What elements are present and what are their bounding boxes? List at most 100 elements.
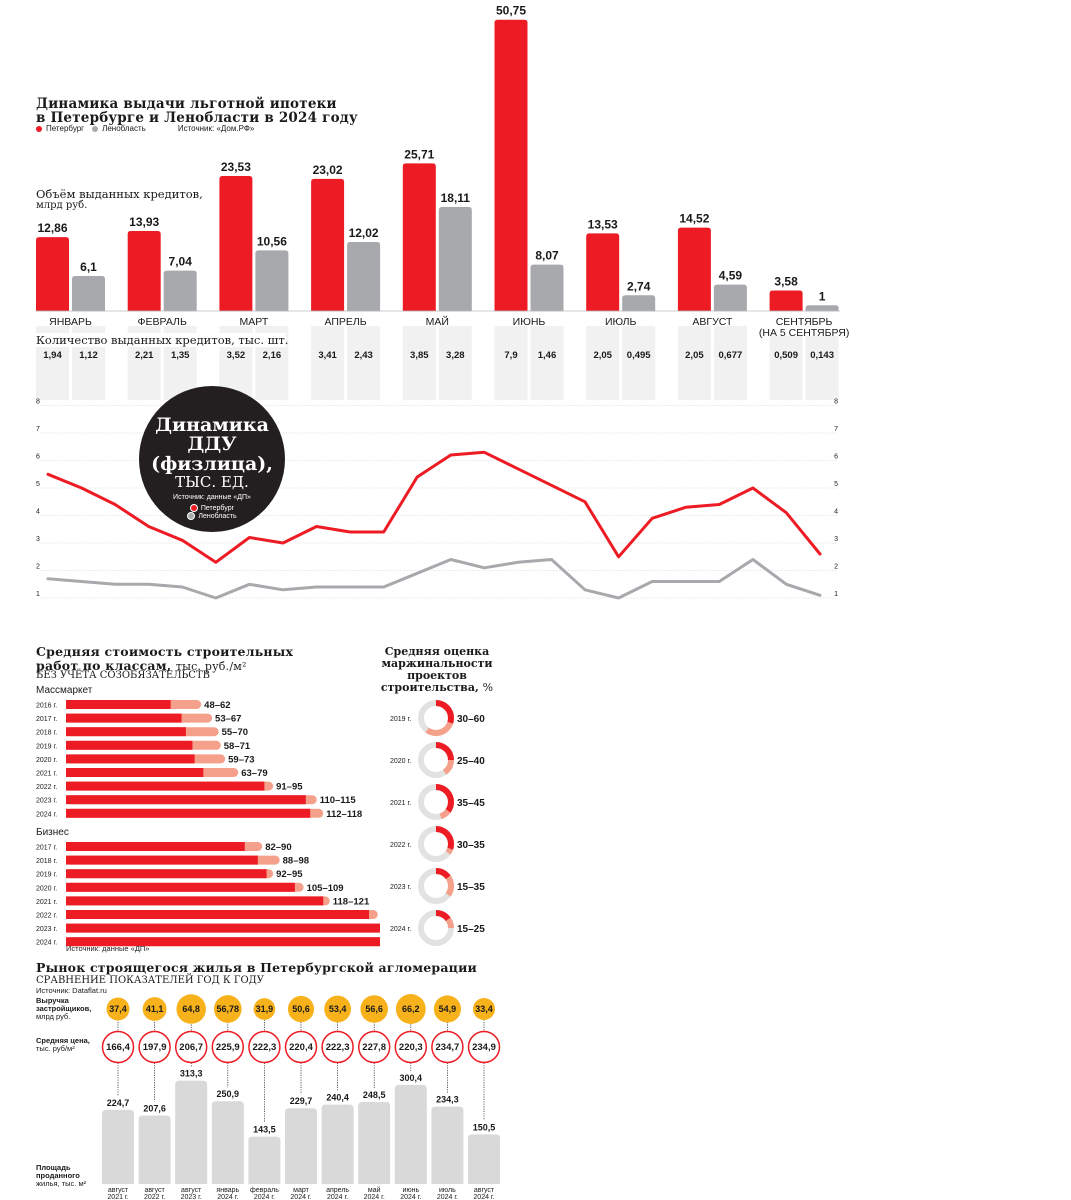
- category-label: (НА 5 СЕНТЯБРЯ): [759, 327, 849, 339]
- count-lo: 0,495: [627, 350, 651, 361]
- revenue-value: 37,4: [109, 1004, 127, 1014]
- period-year: 2024 г.: [217, 1194, 238, 1200]
- cost-bar-min: [66, 768, 204, 777]
- margin-ring-min: [418, 868, 454, 904]
- bar-spb: [769, 290, 803, 311]
- revenue-value: 33,4: [475, 1004, 493, 1014]
- period-month: март: [293, 1187, 309, 1194]
- revenue-circle: [395, 994, 426, 1024]
- price-label: тыс. руб/м²: [36, 1044, 75, 1053]
- cost-bar-min: [66, 923, 380, 933]
- ddu-ytick-left: 5: [36, 481, 40, 488]
- bar-spb: [127, 231, 161, 311]
- bar-lo: [438, 207, 472, 311]
- price-circle: [394, 1030, 428, 1064]
- price-circle: [211, 1030, 245, 1064]
- cost-year-label: 2024 г.: [36, 940, 57, 947]
- revenue-label: млрд руб.: [36, 1012, 70, 1021]
- bar-spb: [402, 163, 436, 311]
- margin-ring-min: [418, 700, 454, 736]
- bar-spb: [36, 237, 69, 311]
- cost-bar-min: [66, 855, 258, 865]
- margin-year-label: 2020 г.: [390, 758, 411, 765]
- period-month: август: [474, 1187, 495, 1194]
- area-bar: [102, 1109, 134, 1184]
- bar-spb-label: 12,86: [37, 221, 67, 235]
- margin-ring-min: [418, 910, 454, 946]
- period-month: август: [108, 1187, 129, 1194]
- legend-lo-dot: [92, 125, 99, 132]
- cost-value-label: 92–95: [276, 869, 303, 880]
- count-spb: 2,05: [593, 350, 612, 361]
- margin-value-label: 35–45: [457, 798, 485, 809]
- cost-year-label: 2019 г.: [36, 872, 57, 879]
- count-lo: 2,16: [263, 350, 282, 361]
- volume-label-line1: Объём выданных кредитов,: [36, 187, 203, 201]
- category-bg: [217, 312, 306, 326]
- revenue-circle: [213, 995, 242, 1023]
- period-year: 2024 г.: [327, 1194, 348, 1200]
- period-month: июнь: [402, 1187, 419, 1194]
- loans-source: Источник: «Дом.РФ»: [177, 124, 255, 133]
- ddu-chart: 1 1 2 2 3 3 4 4 5 5 6 6 7 7 8 8: [36, 399, 838, 600]
- ddu-line-spb: [46, 450, 822, 564]
- cost-title-line1: Средняя стоимость строительных: [36, 644, 294, 659]
- cost-group-label: Массмаркет: [36, 685, 93, 696]
- ddu-legend-lo: Ленобласть: [139, 512, 285, 520]
- volume-label-line2: млрд руб.: [36, 200, 88, 211]
- price-value: 220,4: [289, 1042, 313, 1053]
- revenue-circle: [142, 997, 167, 1021]
- price-circle: [138, 1030, 171, 1064]
- bar-lo: [72, 275, 105, 311]
- price-value: 222,3: [326, 1042, 350, 1053]
- area-bar: [285, 1108, 317, 1184]
- bar-lo: [530, 264, 564, 311]
- ddu-line-lo: [46, 558, 822, 600]
- ddu-ytick-left: 8: [36, 399, 40, 406]
- bar-lo-label: 10,56: [257, 234, 287, 248]
- cost-value-label: 48–62: [204, 700, 230, 711]
- count-spb: 2,05: [685, 350, 704, 361]
- cost-year-label: 2019 г.: [36, 743, 57, 750]
- period-year: 2021 г.: [107, 1194, 128, 1200]
- area-value: 143,5: [253, 1125, 276, 1135]
- period-year: 2022 г.: [144, 1194, 165, 1200]
- period-month: август: [181, 1187, 202, 1194]
- ddu-ytick-left: 2: [36, 564, 40, 571]
- price-circle: [467, 1030, 501, 1064]
- category-label: МАРТ: [240, 316, 269, 328]
- bar-lo-label: 4,59: [719, 269, 743, 283]
- count-label: Количество выданных кредитов, тыс. шт.: [36, 333, 289, 347]
- bar-lo-label: 2,74: [627, 279, 651, 293]
- cost-value-label: 63–79: [241, 768, 267, 779]
- loans-title-line1: Динамика выдачи льготной ипотеки: [36, 96, 337, 112]
- count-spb: 0,509: [774, 350, 798, 361]
- cost-title: Средняя стоимость строительных работ по …: [36, 645, 293, 674]
- category-label: ФЕВРАЛЬ: [138, 316, 187, 328]
- cost-bar-min: [66, 781, 265, 791]
- ddu-ytick-left: 1: [36, 591, 40, 598]
- area-value: 229,7: [290, 1096, 313, 1106]
- ddu-legend-lo-label: Ленобласть: [198, 512, 237, 520]
- volume-label: Объём выданных кредитов, млрд руб.: [36, 188, 203, 212]
- bar-lo-label: 7,04: [169, 255, 193, 269]
- count-spb: 3,85: [410, 350, 429, 361]
- ddu-circle-source: Источник: данные «ДП»: [173, 494, 251, 501]
- margin-ring-min: [418, 784, 454, 820]
- period-month: май: [368, 1186, 381, 1194]
- margin-ring-min: [418, 742, 454, 778]
- category-label: ИЮЛЬ: [605, 316, 637, 328]
- revenue-circle: [253, 998, 276, 1020]
- price-circle: [357, 1030, 391, 1064]
- cost-year-label: 2020 г.: [36, 757, 57, 764]
- ddu-ytick-right: 2: [834, 564, 838, 571]
- bar-spb-label: 23,02: [313, 163, 343, 177]
- count-spb: 7,9: [504, 350, 517, 361]
- cost-value-label: 55–70: [222, 727, 248, 738]
- revenue-circle: [176, 994, 206, 1024]
- period-year: 2024 г.: [400, 1194, 421, 1200]
- legend-spb-dot: [36, 125, 42, 132]
- ddu-circle-line1: Динамика: [155, 414, 269, 436]
- bar-lo: [622, 295, 656, 311]
- bar-lo: [713, 284, 747, 311]
